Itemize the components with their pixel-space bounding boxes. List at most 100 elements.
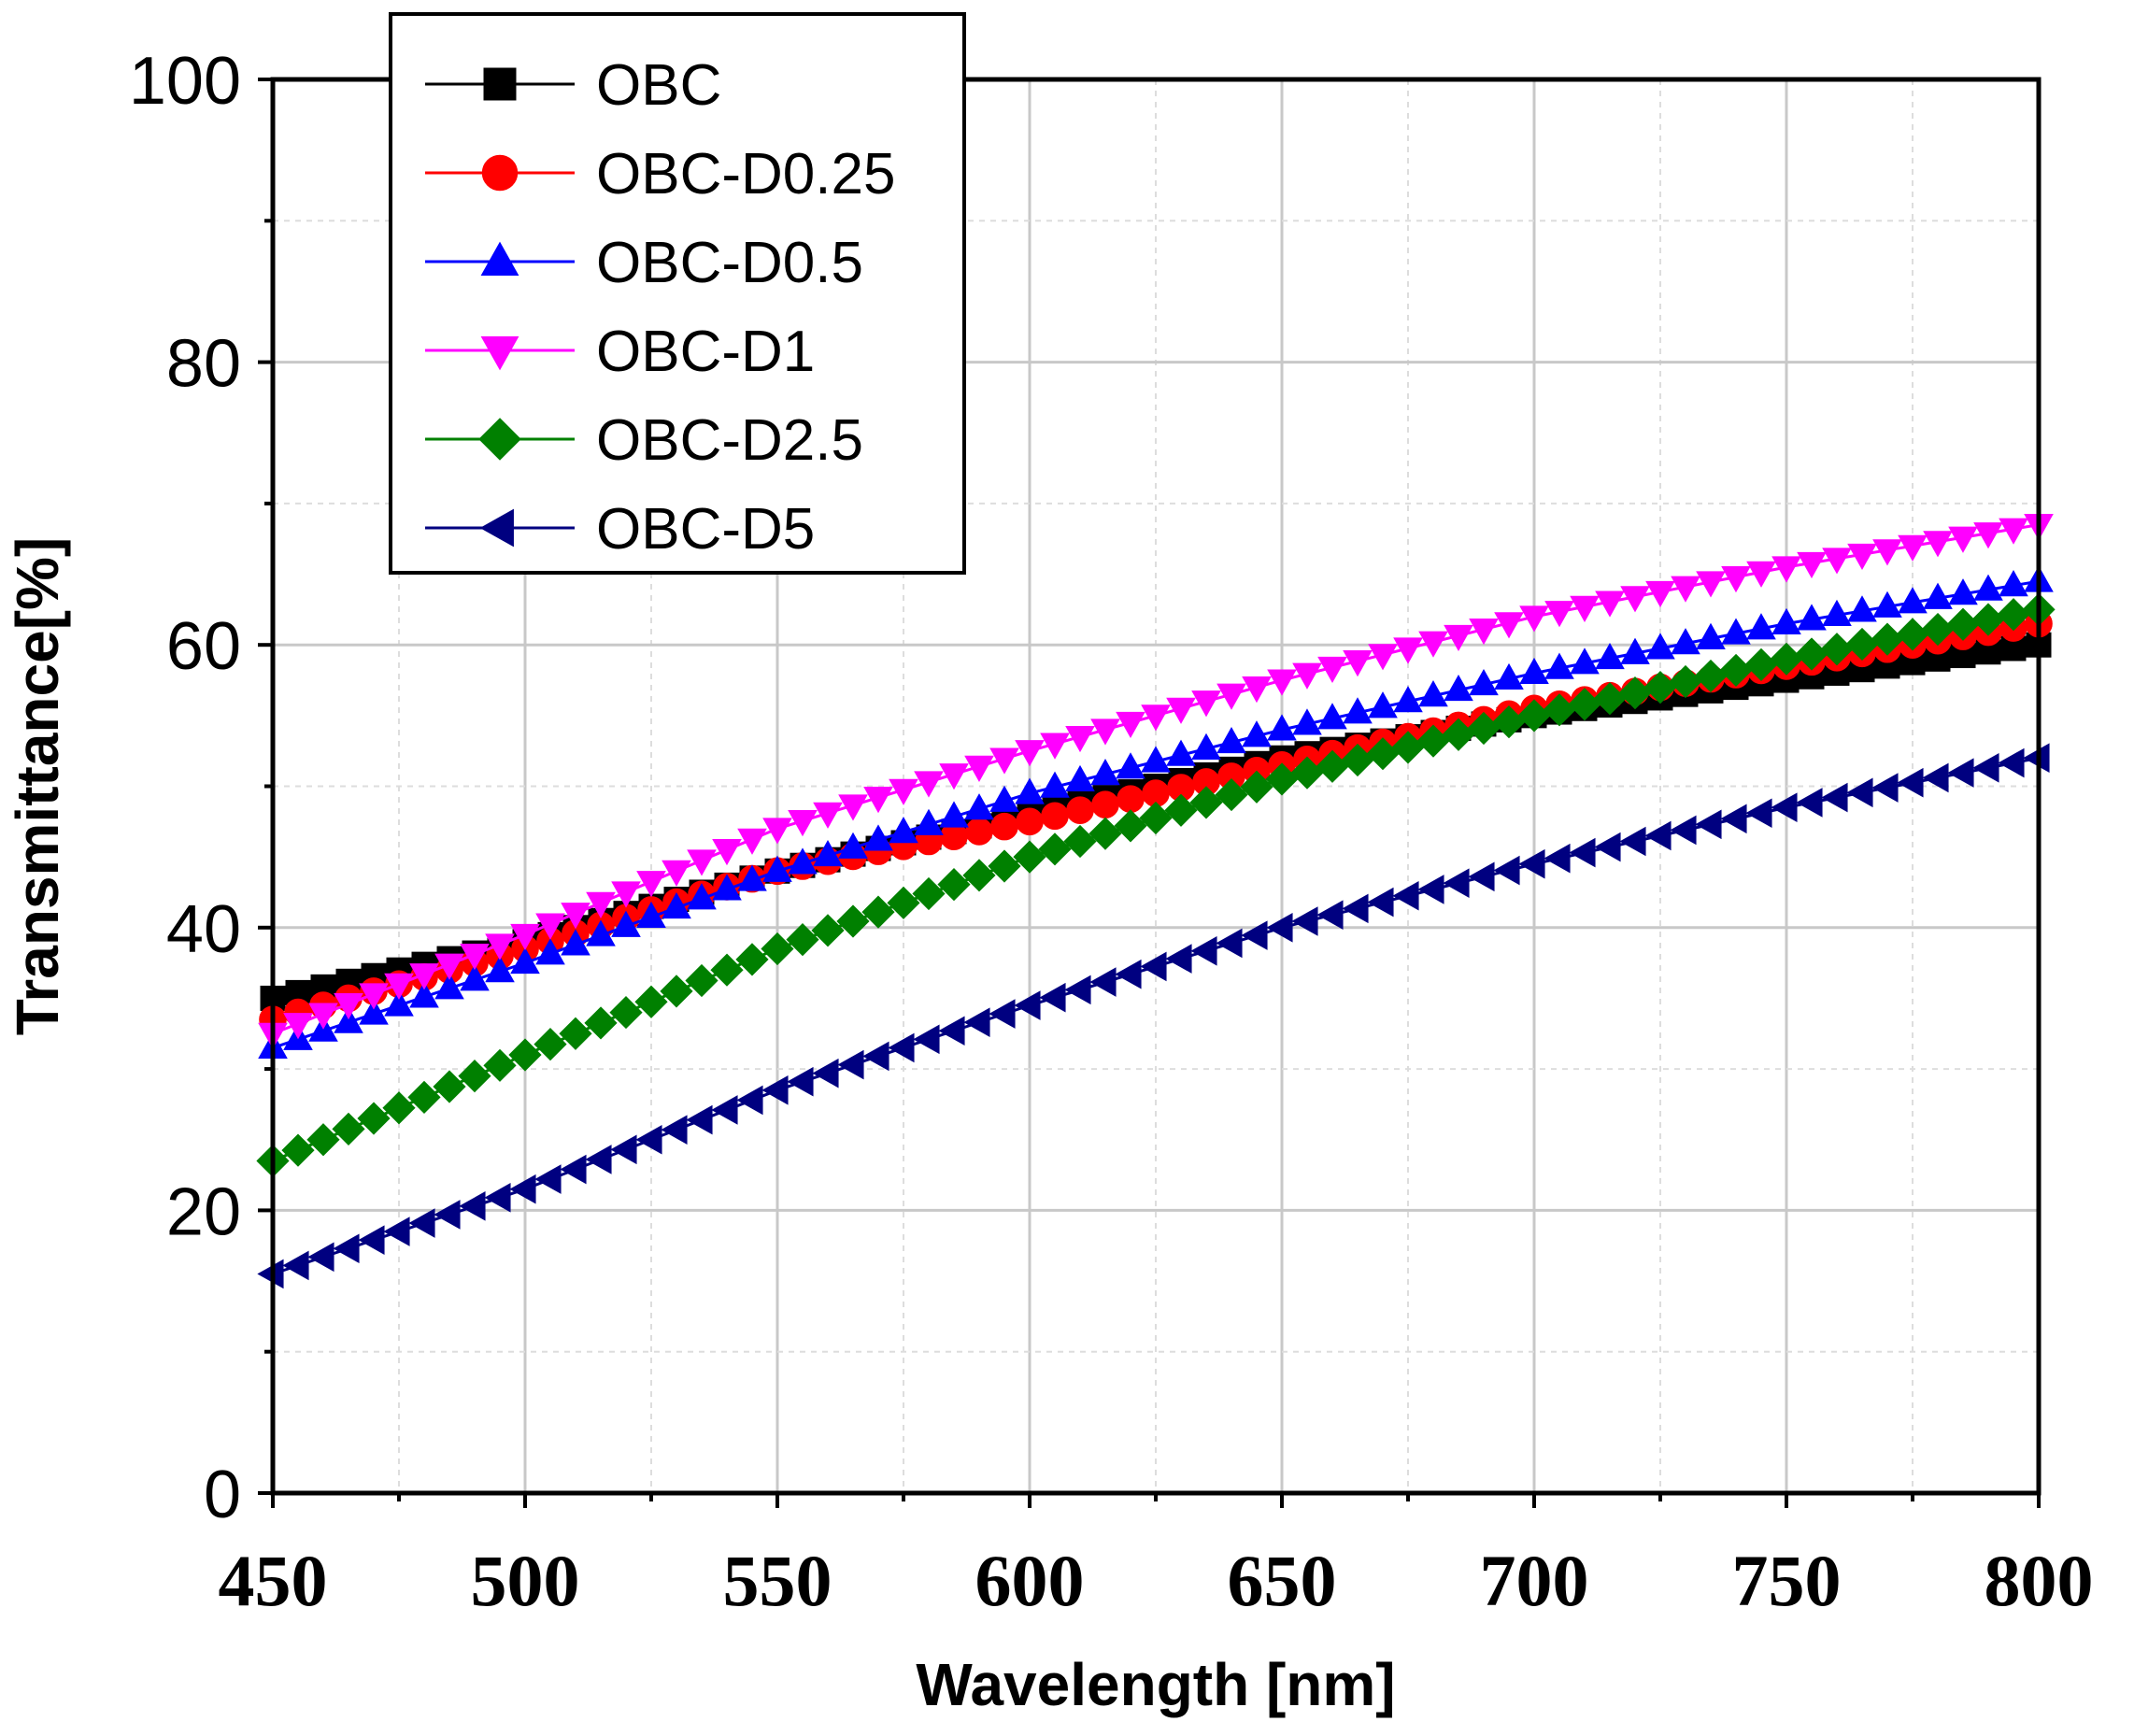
y-tick-label: 0	[204, 1458, 241, 1532]
data-point	[761, 1074, 789, 1105]
data-point	[1746, 561, 1776, 588]
data-point	[737, 828, 767, 855]
data-point	[1771, 556, 1801, 583]
data-point	[535, 913, 565, 940]
data-point	[1191, 690, 1221, 718]
data-point	[357, 1102, 391, 1135]
data-point	[912, 876, 946, 911]
series-obc-d1	[258, 514, 2054, 1049]
data-point	[1343, 697, 1373, 724]
data-point	[914, 808, 944, 835]
data-point	[1670, 815, 1697, 846]
data-point	[434, 973, 464, 1000]
data-point	[1519, 657, 1549, 685]
data-point	[1041, 802, 1069, 831]
data-point	[1444, 624, 1473, 651]
data-point	[1771, 792, 1798, 822]
data-point	[686, 1104, 713, 1135]
data-point	[1342, 893, 1369, 924]
data-point	[508, 1038, 542, 1072]
data-point	[1242, 676, 1272, 704]
data-point	[863, 787, 893, 814]
tick-labels: 450 500 550 600 650 700 750 800 0 20 40 60 80 100	[129, 44, 2094, 1621]
data-point	[914, 771, 944, 798]
y-tick-label: 80	[166, 327, 241, 402]
data-point	[1898, 587, 1928, 614]
data-point	[358, 1225, 385, 1255]
data-point	[561, 903, 590, 930]
data-point	[535, 938, 565, 965]
data-point	[1620, 637, 1650, 664]
legend-item: OBC	[425, 53, 721, 118]
data-point	[1721, 618, 1751, 645]
data-point	[484, 1182, 511, 1213]
data-point	[559, 1017, 592, 1050]
data-point	[1745, 798, 1772, 829]
legend-marker	[481, 154, 519, 192]
data-point	[1015, 740, 1045, 767]
data-point	[1063, 824, 1097, 859]
data-point	[1165, 944, 1192, 974]
data-point	[938, 1016, 965, 1046]
data-point	[1570, 647, 1600, 675]
data-point	[964, 793, 994, 820]
data-point	[1494, 612, 1524, 639]
data-point	[1164, 793, 1198, 827]
data-point	[1671, 576, 1700, 603]
data-point	[1140, 951, 1167, 982]
data-point	[308, 1003, 338, 1030]
data-point	[1720, 804, 1747, 834]
legend-marker	[483, 67, 517, 101]
data-point	[1368, 691, 1398, 719]
legend-item: OBC-D5	[425, 497, 815, 562]
data-point	[989, 785, 1019, 812]
data-point	[281, 1133, 315, 1167]
data-point	[1417, 875, 1444, 904]
data-point	[939, 801, 969, 828]
data-point	[1696, 571, 1726, 598]
legend-marker	[480, 336, 519, 371]
data-point	[963, 1007, 990, 1037]
data-point	[660, 975, 693, 1008]
legend-item: OBC-D0.25	[425, 142, 895, 206]
data-point	[586, 891, 616, 918]
data-point	[1948, 526, 1978, 553]
data-point	[888, 1032, 915, 1063]
data-point	[611, 910, 641, 937]
data-point	[1240, 770, 1273, 804]
data-point	[1923, 582, 1953, 609]
data-point	[586, 919, 616, 946]
data-point	[458, 1060, 491, 1093]
data-point	[990, 812, 1018, 841]
legend-marker	[479, 508, 514, 548]
data-point	[1595, 591, 1625, 618]
data-point	[1847, 595, 1877, 622]
data-point	[1317, 703, 1347, 730]
data-point	[560, 1154, 587, 1185]
data-point	[611, 881, 641, 908]
data-point	[1040, 733, 1070, 760]
data-point	[1418, 631, 1448, 658]
data-point	[1620, 586, 1650, 613]
y-tick-label: 100	[129, 44, 241, 119]
data-point	[737, 864, 767, 891]
data-point	[1671, 628, 1700, 655]
data-point	[813, 802, 843, 829]
data-point	[964, 755, 994, 782]
data-point	[433, 1070, 466, 1103]
data-point	[863, 824, 893, 851]
data-point	[1721, 566, 1751, 593]
legend-label: OBC-D0.25	[596, 142, 895, 206]
data-point	[510, 947, 540, 975]
data-point	[939, 763, 969, 790]
data-point	[1016, 807, 1044, 836]
data-point	[1469, 668, 1499, 696]
legend-item: OBC-D1	[425, 320, 815, 384]
data-point	[1619, 826, 1646, 857]
data-point	[1594, 832, 1621, 862]
data-point	[610, 1134, 637, 1165]
data-point	[711, 1095, 738, 1125]
data-point	[1796, 788, 1823, 818]
data-point	[1066, 796, 1094, 825]
